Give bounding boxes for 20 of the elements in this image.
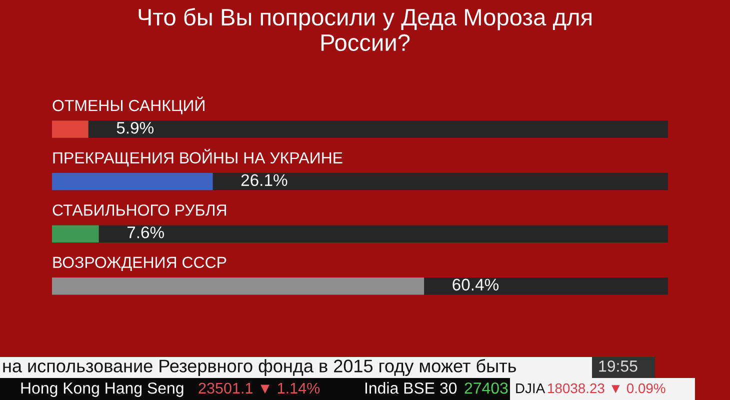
text: 18038.23 ▼ 0.09% <box>548 383 666 394</box>
text: на использование Резервного фонда в 2015 году может быть <box>3 359 516 376</box>
text: DJIA <box>516 384 546 394</box>
text: 27403 <box>464 382 508 394</box>
data-label: 5.9% <box>116 122 154 134</box>
data-label: 7.6% <box>127 226 164 238</box>
text: Hong Kong Hang Seng <box>21 382 184 397</box>
chart-title: Что бы Вы попросили у Деда Мороза для России? <box>138 8 592 51</box>
bar <box>52 172 213 190</box>
y-tick-label: ОТМЕНЫ САНКЦИЙ <box>52 96 204 114</box>
y-tick-label: СТАБИЛЬНОГО РУБЛЯ <box>52 204 226 216</box>
data-label: 60.4% <box>452 278 499 291</box>
bar <box>52 120 88 138</box>
text: 23501.1 ▼ 1.14% <box>198 382 320 394</box>
y-tick-label: ВОЗРОЖДЕНИЯ СССР <box>53 256 226 272</box>
text: India BSE 30 <box>365 382 457 394</box>
y-tick-label: ПРЕКРАЩЕНИЯ ВОЙНЫ НА УКРАИНЕ <box>53 148 342 167</box>
data-label: 26.1% <box>241 174 288 186</box>
text: 19:55 <box>599 360 638 372</box>
bar <box>52 225 99 242</box>
